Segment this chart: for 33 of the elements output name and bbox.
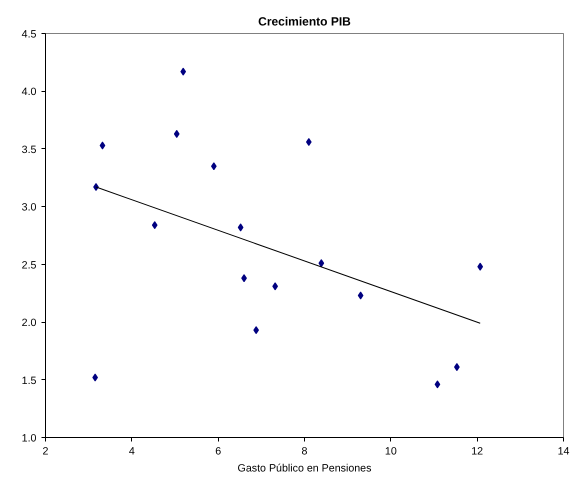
y-tick-label: 2.0: [22, 317, 37, 330]
point: [152, 221, 158, 230]
point: [477, 262, 484, 271]
x-tick-label: 8: [302, 446, 308, 458]
x-tick-label: 4: [128, 446, 135, 458]
x-tick-label: 2: [42, 446, 49, 458]
y-tick-label: 3.5: [22, 144, 37, 156]
point: [241, 274, 247, 282]
point: [180, 68, 186, 76]
point: [100, 141, 106, 150]
point: [211, 162, 217, 170]
point: [358, 292, 364, 300]
point: [92, 373, 98, 382]
point: [454, 363, 460, 372]
x-axis-title: Gasto Público en Pensiones: [238, 462, 372, 474]
x-tick-label: 10: [384, 446, 397, 458]
point: [318, 259, 324, 268]
y-tick-label: 1.5: [22, 374, 37, 387]
point: [272, 282, 278, 290]
point: [253, 326, 259, 334]
point: [306, 138, 312, 146]
point: [174, 130, 180, 138]
y-tick-label: 4.5: [22, 28, 37, 40]
chart-title: Crecimiento PIB: [258, 14, 352, 28]
x-tick-label: 12: [471, 446, 484, 458]
x-tick-label: 14: [558, 446, 570, 458]
y-tick-label: 2.5: [22, 259, 37, 272]
y-tick-label: 3.0: [22, 202, 37, 214]
y-tick-label: 1.0: [22, 432, 37, 444]
point: [434, 380, 440, 388]
y-tick-label: 4.0: [22, 86, 37, 98]
x-tick-label: 6: [215, 446, 222, 458]
point: [238, 223, 244, 232]
